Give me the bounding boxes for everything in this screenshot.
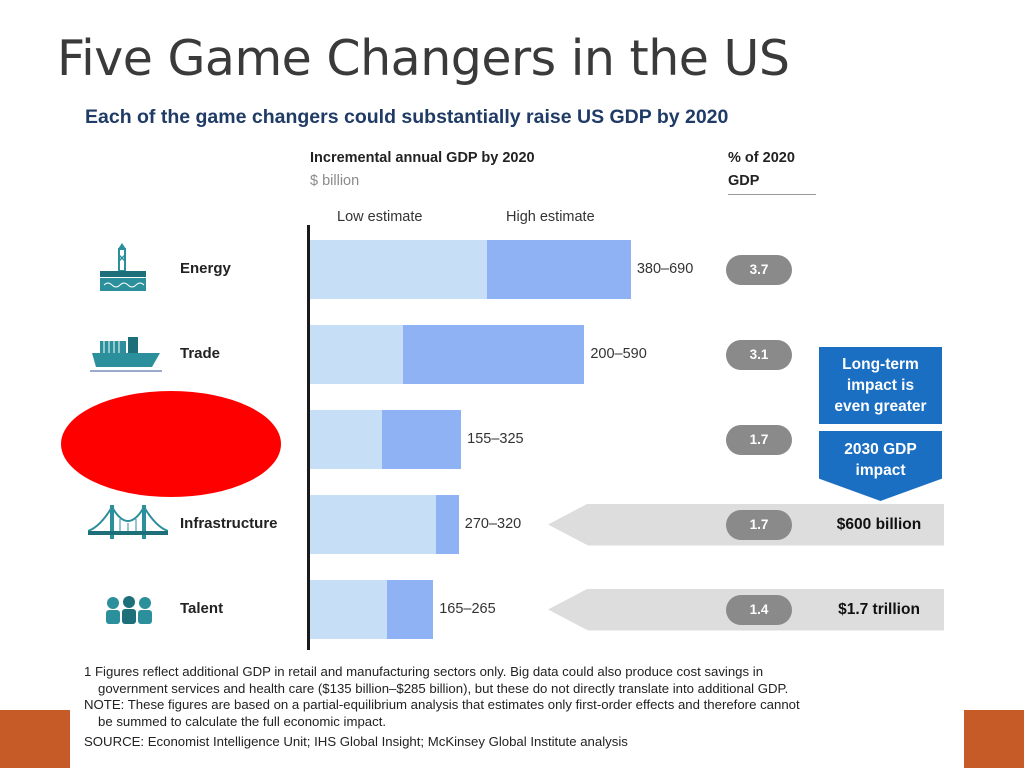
unit-header: $ billion [310,173,360,189]
slide-title: Five Game Changers in the US [57,30,790,87]
bar-low-estimate [310,240,487,299]
bar-high-estimate [403,325,585,384]
range-label: 200–590 [590,345,647,362]
footnote-1: 1 Figures reflect additional GDP in reta… [84,664,764,679]
category-label: Talent [180,599,224,617]
bar-low-estimate [310,580,387,639]
range-label: 155–325 [467,430,524,447]
pct-gdp-badge: 1.7 [726,424,792,455]
category-label: Trade [180,344,221,362]
gdp-header: Incremental annual GDP by 2020 [310,150,535,166]
suspension-bridge-icon [87,505,169,550]
bar-high-estimate [386,580,434,639]
bar-high-estimate [435,495,459,554]
callout-line: even greater [834,398,927,415]
cargo-ship-icon [90,335,162,380]
accent-bar-left [0,710,70,768]
people-icon [104,596,154,631]
pct-header-underline [728,194,816,195]
accent-bar-right [964,710,1024,768]
category-label: Energy [180,259,231,277]
range-label: 380–690 [636,260,694,277]
pct-gdp-badge: 1.4 [726,594,792,625]
gdp-2030-value: $1.7 trillion [838,600,920,618]
bar-high-estimate [382,410,462,469]
footnote-note-cont: be summed to calculate the full economic… [98,713,387,729]
footnote-source: SOURCE: Economist Intelligence Unit; IHS… [84,734,628,749]
callout-line: impact [855,462,906,479]
pct-header-line1: % of 2020 [728,150,795,166]
category-label: Infrastructure [180,514,278,532]
pct-header-line2: GDP [728,173,760,189]
pct-gdp-badge: 3.1 [726,339,792,370]
range-label: 270–320 [464,515,522,532]
legend-low-estimate: Low estimate [337,209,423,225]
pct-gdp-badge: 3.7 [726,254,792,285]
bar-high-estimate [486,240,631,299]
oil-rig-icon [96,243,148,298]
redaction-ellipse [61,391,281,497]
bar-low-estimate [310,495,436,554]
callout-line: impact is [846,377,915,394]
gdp-2030-value: $600 billion [836,515,922,533]
pct-gdp-badge: 1.7 [726,509,792,540]
bar-low-estimate [310,410,383,469]
long-term-callout: Long-term impact is even greater [819,347,942,424]
footnotes: 1 Figures reflect additional GDP in reta… [84,664,954,751]
bar-low-estimate [310,325,403,384]
chart-subtitle: Each of the game changers could substant… [85,106,729,128]
range-label: 165–265 [439,600,496,617]
legend-high-estimate: High estimate [506,209,595,225]
chart-axis-line [307,225,310,650]
footnote-1-cont: government services and health care ($13… [98,680,789,696]
callout-line: 2030 GDP [844,441,917,458]
callout-line: Long-term [842,356,919,373]
footnote-note: NOTE: These figures are based on a parti… [84,697,800,712]
